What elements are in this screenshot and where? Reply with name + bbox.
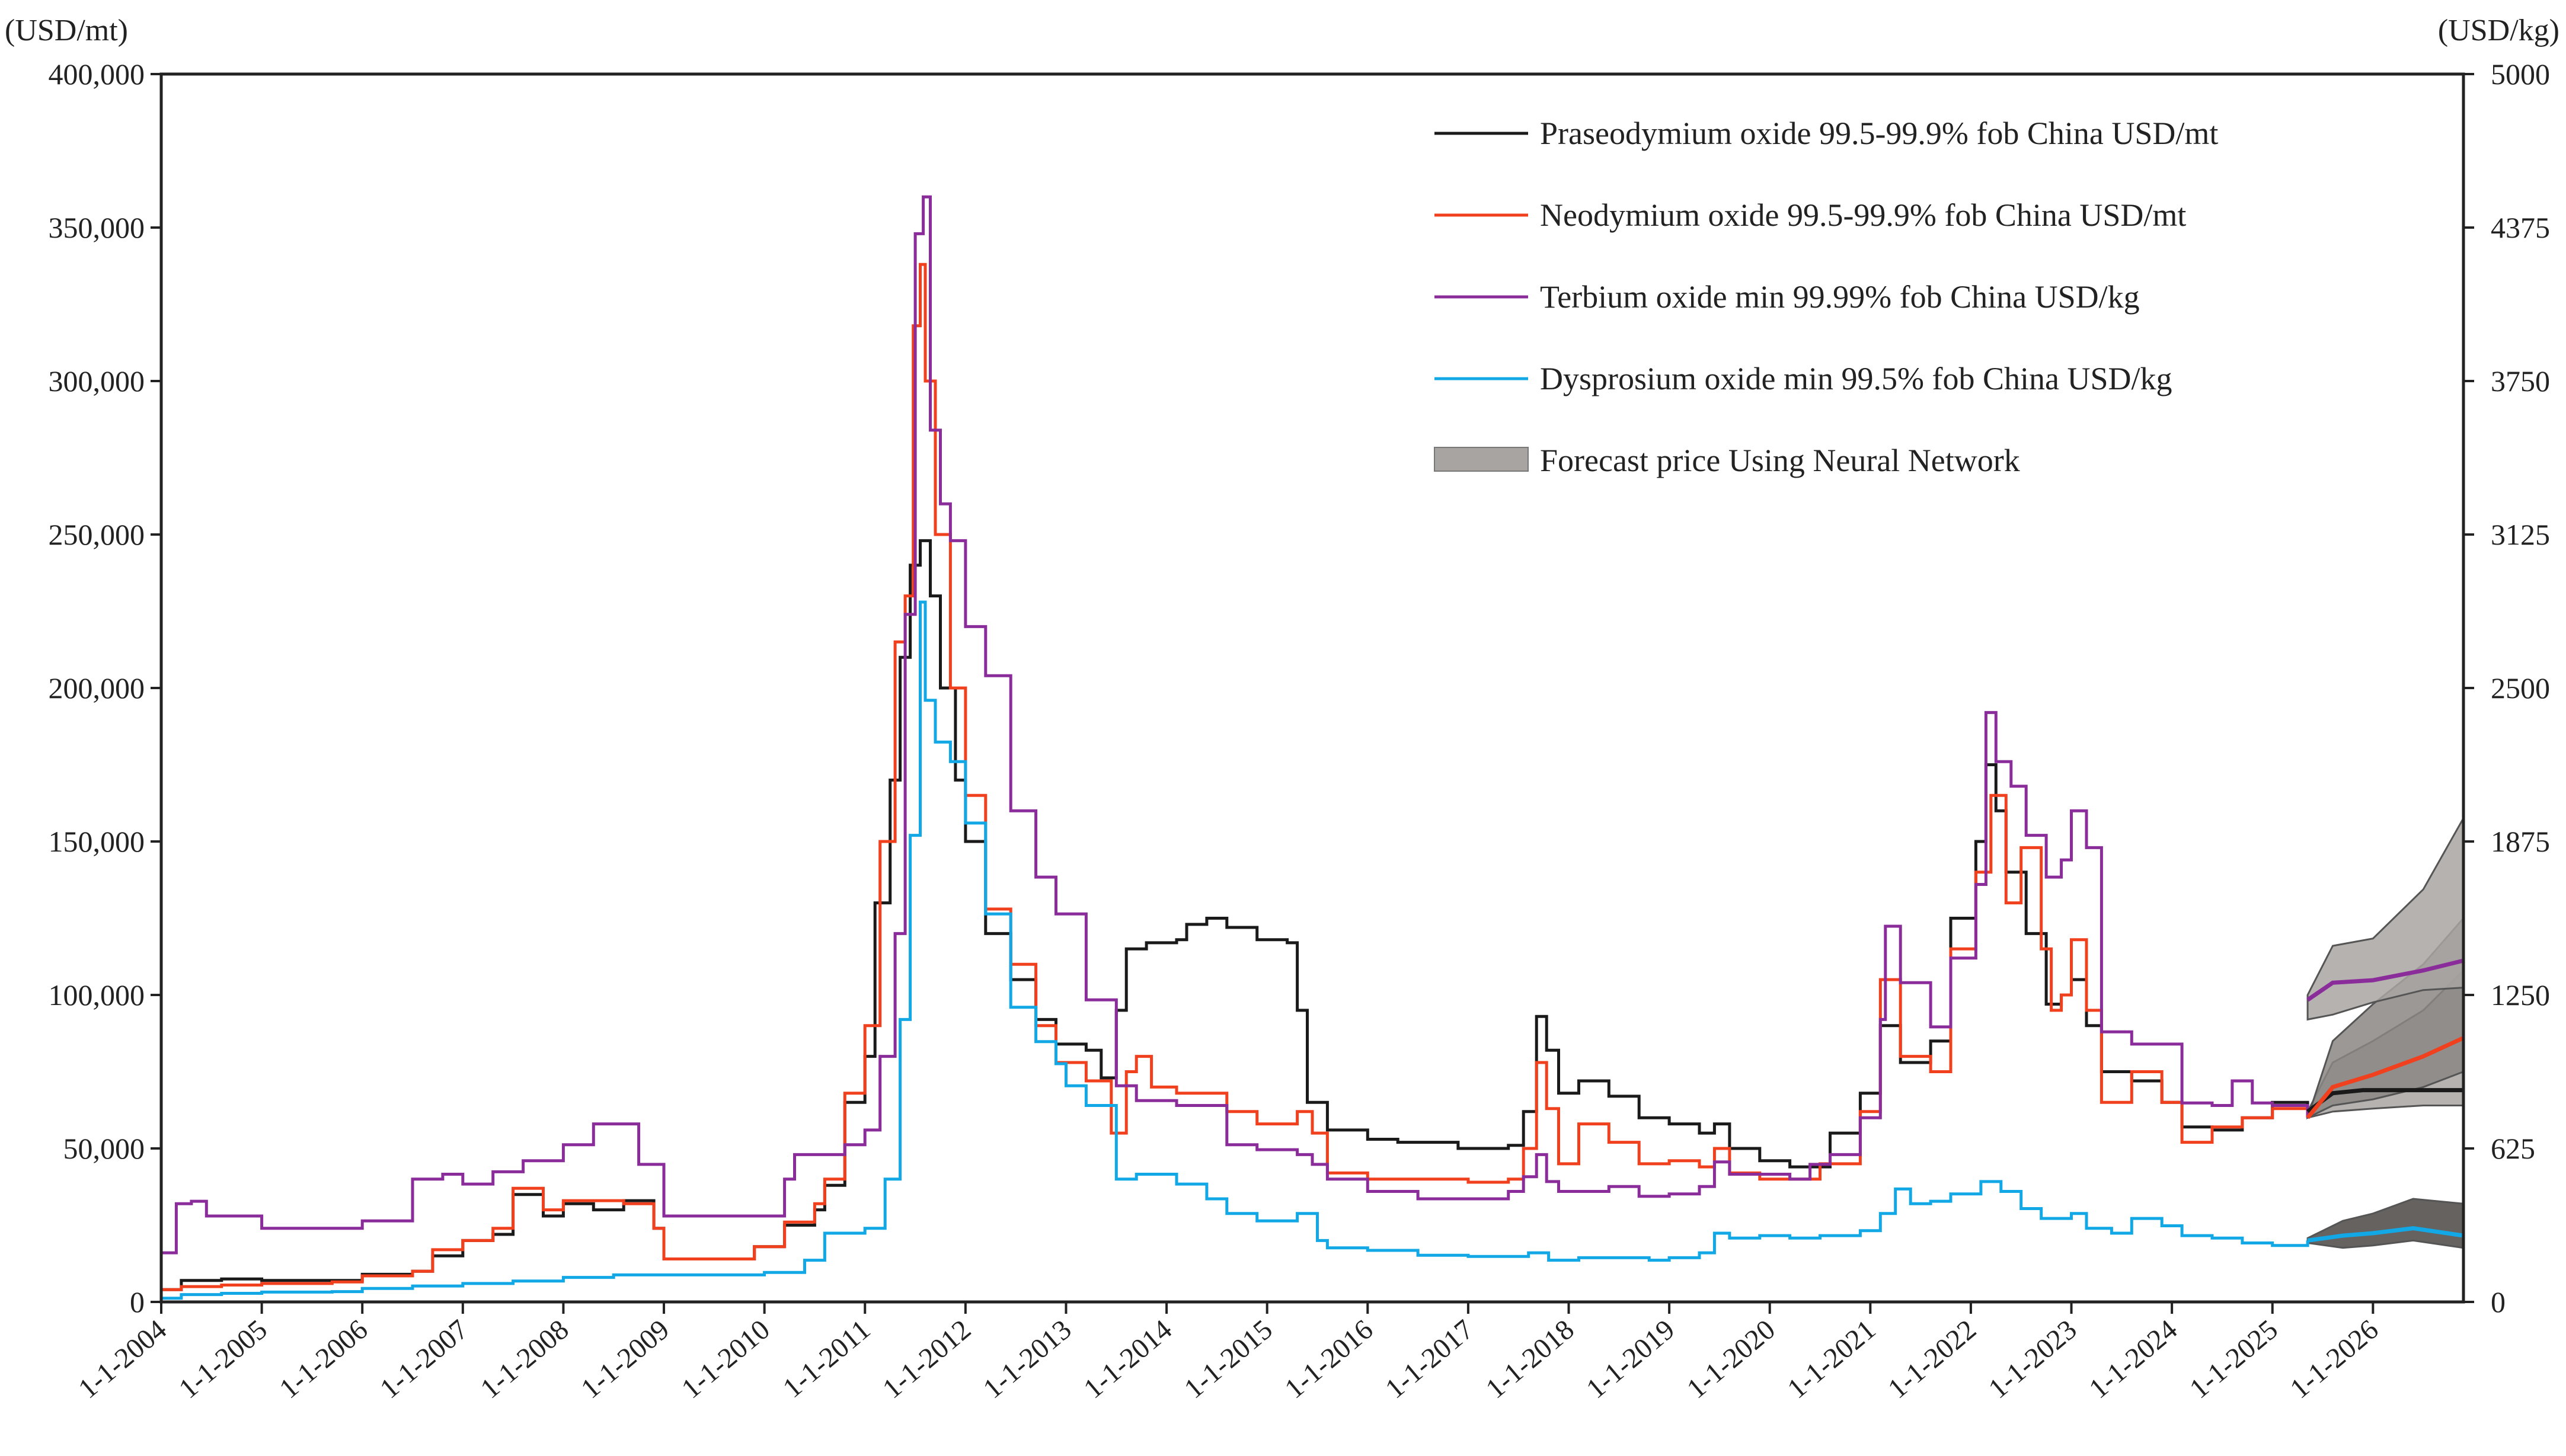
- series-lines: [161, 195, 2309, 1300]
- left-tick-label: 200,000: [49, 671, 145, 705]
- forecast-line-3: [2307, 1226, 2464, 1243]
- series-line-2: [161, 195, 2309, 1255]
- legend-label: Forecast price Using Neural Network: [1540, 443, 2020, 478]
- left-tick-label: 300,000: [49, 364, 145, 398]
- legend-label: Neodymium oxide 99.5-99.9% fob China USD…: [1540, 197, 2186, 233]
- forecast-line-1: [2306, 1036, 2465, 1119]
- series-line-3: [161, 600, 2309, 1300]
- right-tick-label: 1875: [2491, 825, 2550, 858]
- right-tick-label: 4375: [2491, 211, 2550, 244]
- right-tick-label: 0: [2491, 1285, 2506, 1319]
- right-axis-unit-label: (USD/kg): [2438, 14, 2559, 47]
- right-tick-label: 5000: [2491, 57, 2550, 91]
- legend-label: Terbium oxide min 99.99% fob China USD/k…: [1540, 279, 2140, 315]
- left-tick-label: 150,000: [49, 825, 145, 858]
- left-axis-ticks: 0 50,000 100,000 150,000 200,000 250,000 300,0…: [49, 57, 161, 1319]
- right-tick-label: 625: [2491, 1132, 2535, 1165]
- left-tick-label: 50,000: [63, 1132, 145, 1165]
- left-tick-label: 400,000: [49, 57, 145, 91]
- chart-legend: Praseodymium oxide 99.5-99.9% fob China …: [1434, 116, 2218, 478]
- left-tick-label: 250,000: [49, 518, 145, 551]
- legend-label: Dysprosium oxide min 99.5% fob China USD…: [1540, 361, 2172, 396]
- left-tick-label: 0: [130, 1285, 145, 1319]
- forecast-lines: [2306, 958, 2465, 1243]
- legend-swatch-band: [1434, 447, 1529, 472]
- right-tick-label: 3750: [2491, 364, 2550, 398]
- right-tick-label: 1250: [2491, 978, 2550, 1012]
- right-axis-ticks: 0 625 1250 1875 2500 3125 3750 4375 5000: [2463, 57, 2550, 1319]
- left-tick-label: 100,000: [49, 978, 145, 1012]
- series-line-1: [161, 263, 2309, 1291]
- left-axis-unit-label: (USD/mt): [5, 14, 128, 47]
- right-tick-label: 3125: [2491, 518, 2550, 551]
- left-tick-label: 350,000: [49, 211, 145, 244]
- right-tick-label: 2500: [2491, 671, 2550, 705]
- forecast-line-2: [2306, 958, 2464, 1002]
- legend-label: Praseodymium oxide 99.5-99.9% fob China …: [1540, 116, 2218, 151]
